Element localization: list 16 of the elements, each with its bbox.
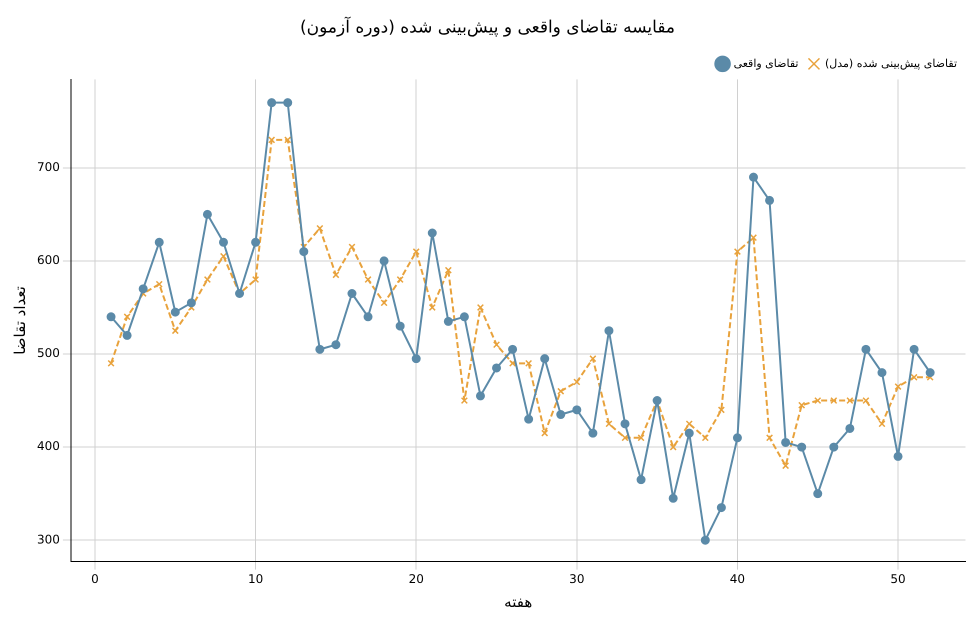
x-tick-label: 0 [91, 572, 99, 586]
y-tick-label: 500 [37, 346, 60, 360]
chart-title: مقایسه تقاضای واقعی و پیش‌بینی شده (دوره آزمون) [300, 16, 676, 38]
x-tick-label: 50 [890, 572, 906, 586]
legend-label: تقاضای پیش‌بینی شده (مدل) [824, 56, 958, 70]
y-tick-label: 400 [37, 439, 60, 454]
y-axis-title: تعداد تقاضا [10, 286, 29, 355]
x-tick-label: 10 [248, 572, 264, 586]
legend-label: تقاضای واقعی [734, 56, 798, 70]
y-tick-label: 300 [37, 532, 60, 546]
x-axis-title: هفته [504, 592, 532, 611]
y-tick-label: 600 [37, 253, 60, 268]
x-tick-label: 40 [730, 572, 746, 586]
x-tick-label: 20 [408, 572, 424, 586]
x-tick-label: 30 [569, 572, 584, 586]
y-tick-label: 700 [37, 160, 60, 174]
